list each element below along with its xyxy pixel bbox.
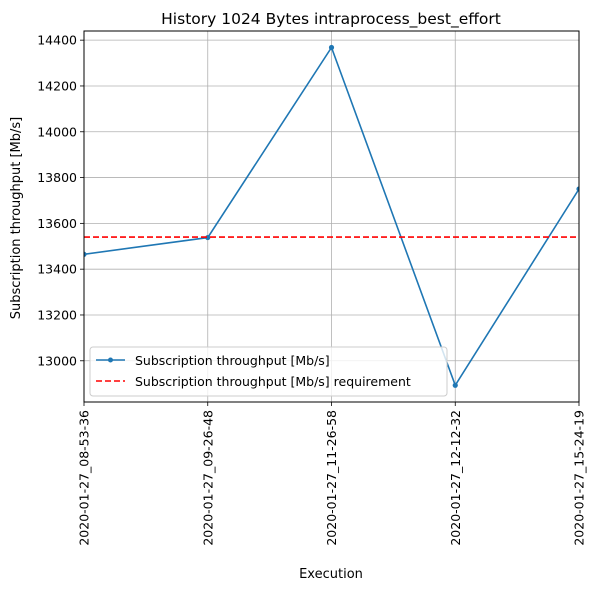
legend-box [89, 346, 448, 397]
y-tick-label: 14200 [37, 78, 77, 93]
legend-label-requirement: Subscription throughput [Mb/s] requireme… [135, 374, 411, 389]
y-tick-label: 13400 [37, 262, 77, 277]
x-tick-label: 2020-01-27_11-26-58 [324, 410, 339, 546]
x-tick-label: 2020-01-27_08-53-36 [77, 410, 92, 546]
y-tick-label: 13800 [37, 170, 77, 185]
data-point [328, 44, 335, 51]
y-tick-label: 13600 [37, 216, 77, 231]
y-tick-label: 14400 [37, 33, 77, 48]
series-layer [84, 44, 579, 388]
x-axis-ticks: 2020-01-27_08-53-36 2020-01-27_09-26-48 20… [77, 402, 587, 546]
y-tick-label: 14000 [37, 124, 77, 139]
x-tick-label: 2020-01-27_12-12-32 [448, 410, 463, 546]
data-point [205, 234, 211, 241]
data-point [576, 186, 579, 192]
legend: Subscription throughput [Mb/s] Subscript… [89, 346, 448, 397]
legend-marker-throughput [108, 357, 113, 363]
y-axis-ticks: 13000 13200 13400 13600 13800 14000 14200 14400 [37, 33, 84, 368]
data-point [452, 382, 458, 388]
grid [83, 31, 580, 402]
y-tick-label: 13200 [37, 307, 77, 322]
x-tick-label: 2020-01-27_15-24-19 [572, 410, 587, 546]
series-clip-group [84, 44, 579, 388]
x-tick-label: 2020-01-27_09-26-48 [200, 410, 215, 546]
x-axis-label: Execution [299, 567, 363, 582]
chart-title: History 1024 Bytes intraprocess_best_eff… [161, 10, 501, 29]
y-axis-label: Subscription throughput [Mb/s] [9, 117, 24, 319]
data-point [84, 251, 87, 257]
legend-label-throughput: Subscription throughput [Mb/s] [135, 353, 330, 368]
y-tick-label: 13000 [37, 353, 77, 368]
